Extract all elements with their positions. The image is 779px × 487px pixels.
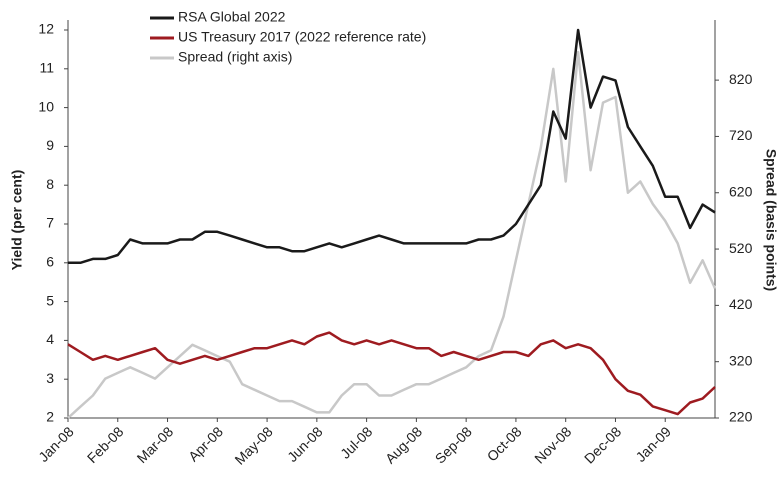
x-tick-label: Jan-08: [35, 423, 77, 465]
y-tick-label: 7: [46, 215, 54, 231]
series-line: [67, 331, 716, 416]
x-tick-label: Sep-08: [432, 423, 475, 466]
x-tick-label: Dec-08: [581, 423, 624, 466]
series-line: [67, 50, 717, 419]
y-tick-label: 11: [39, 60, 54, 76]
y-tick-label: 9: [46, 137, 54, 153]
y-axis-title: Yield (per cent): [9, 170, 25, 271]
series-line: [68, 28, 716, 265]
x-tick-label: Oct-08: [484, 423, 525, 464]
x-tick-label: Feb-08: [84, 423, 127, 466]
y-tick-label: 2: [46, 409, 54, 425]
legend-label: Spread (right axis): [178, 49, 292, 65]
y-tick-label: 12: [38, 21, 54, 37]
y2-tick-label: 520: [729, 240, 753, 256]
y2-tick-label: 620: [729, 183, 753, 199]
y-tick-label: 3: [46, 370, 54, 386]
x-tick-label: Apr-08: [185, 423, 226, 464]
y2-tick-label: 320: [729, 352, 753, 368]
y2-tick-label: 820: [729, 71, 753, 87]
x-tick-label: Nov-08: [531, 423, 574, 466]
y-tick-label: 5: [46, 292, 54, 308]
y2-axis-title: Spread (basis points): [763, 149, 779, 291]
x-tick-label: Jul-08: [337, 423, 375, 461]
x-tick-label: Mar-08: [134, 423, 177, 466]
legend-label: US Treasury 2017 (2022 reference rate): [178, 29, 426, 45]
y2-tick-label: 720: [729, 127, 753, 143]
x-tick-label: Aug-08: [382, 423, 425, 466]
y-tick-label: 8: [46, 176, 54, 192]
y2-tick-label: 220: [729, 409, 753, 425]
y-tick-label: 6: [46, 254, 54, 270]
x-tick-label: Jun-08: [284, 423, 326, 465]
y2-tick-label: 420: [729, 296, 753, 312]
x-tick-label: May-08: [231, 423, 275, 467]
x-tick-label: Jan-09: [632, 423, 674, 465]
legend-label: RSA Global 2022: [178, 9, 286, 25]
y-tick-label: 10: [38, 98, 54, 114]
y-tick-label: 4: [46, 331, 54, 347]
